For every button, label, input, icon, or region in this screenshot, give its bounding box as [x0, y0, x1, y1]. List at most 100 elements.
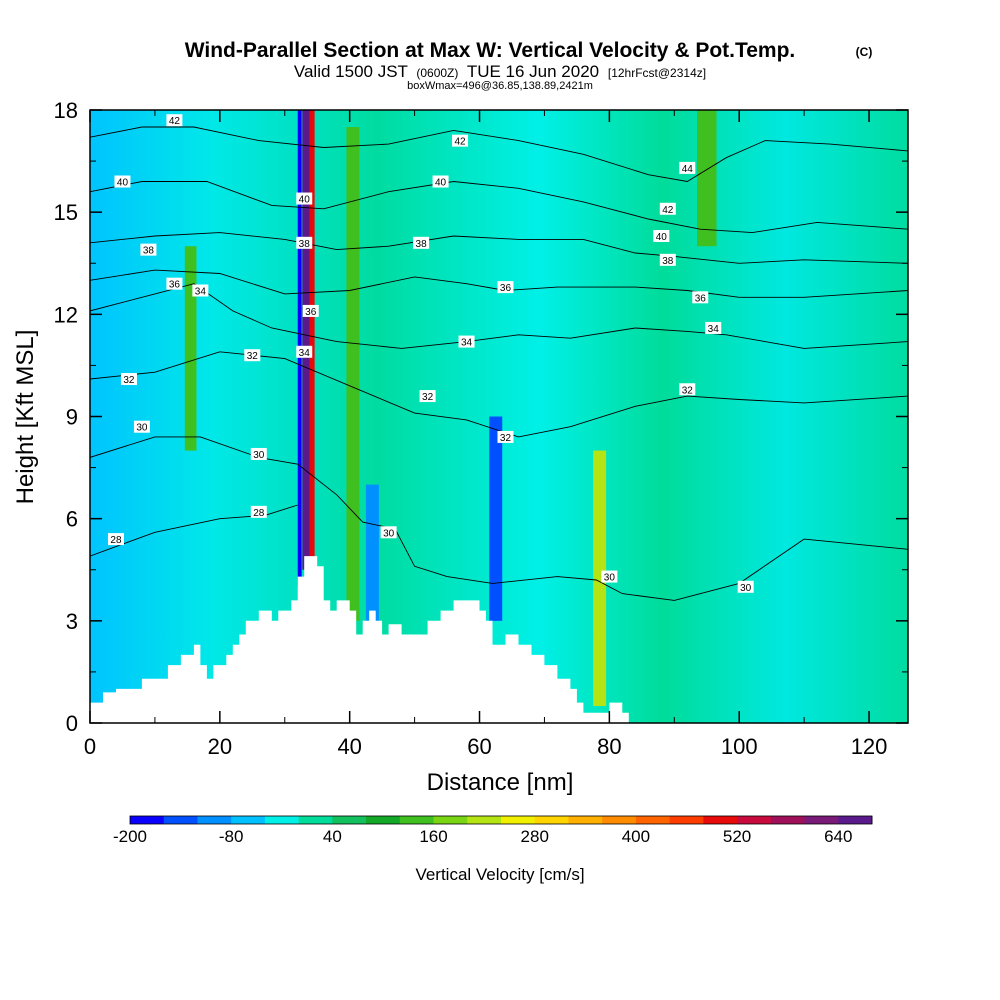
colorbar-tick: 40: [323, 827, 342, 846]
svg-text:44: 44: [682, 164, 694, 175]
contour-label-10: 28: [250, 505, 267, 519]
contour-label-11: 40: [296, 192, 313, 206]
svg-text:28: 28: [110, 535, 122, 546]
contour-label-3: 36: [166, 277, 183, 291]
svg-text:36: 36: [500, 283, 512, 294]
colorbar: [129, 815, 873, 825]
copyright-mark: (C): [856, 45, 873, 59]
x-tick-label: 20: [208, 734, 232, 759]
contour-label-22: 32: [497, 430, 514, 444]
svg-text:32: 32: [422, 392, 434, 403]
colorbar-swatch-4: [264, 816, 300, 824]
colorbar-swatch-20: [804, 816, 839, 824]
y-tick-label: 0: [66, 711, 78, 736]
colorbar-tick-labels: -200 -80 40 160 280 400 520 640: [113, 827, 852, 846]
svg-text:32: 32: [682, 385, 694, 396]
colorbar-swatch-1: [163, 816, 198, 824]
contour-label-9: 30: [250, 447, 267, 461]
x-tick-label: 40: [337, 734, 361, 759]
contour-label-25: 42: [659, 202, 676, 216]
contour-label-5: 32: [120, 373, 137, 386]
svg-text:40: 40: [117, 178, 129, 189]
colorbar-tick: 280: [521, 827, 549, 846]
svg-text:34: 34: [195, 286, 207, 297]
contour-label-6: 30: [133, 420, 150, 434]
y-tick-label: 12: [54, 302, 78, 327]
svg-text:32: 32: [247, 351, 259, 362]
svg-text:30: 30: [740, 583, 752, 594]
contour-label-18: 38: [413, 236, 430, 250]
colorbar-swatch-3: [231, 816, 266, 824]
contour-label-21: 32: [419, 390, 436, 403]
colorbar-swatch-0: [130, 816, 165, 824]
contour-labels: 42 40 38 36 34 32 30 28 32 30 28 40 38 36 34 30 42 40 38 36…: [107, 114, 754, 594]
svg-text:42: 42: [169, 116, 181, 127]
contour-label-8: 32: [244, 349, 261, 362]
contour-label-24: 44: [679, 161, 696, 175]
x-tick-label: 120: [851, 734, 888, 759]
contour-label-19: 36: [497, 281, 514, 294]
colorbar-tick: -80: [219, 827, 244, 846]
colorbar-swatch-15: [635, 816, 671, 824]
contour-label-12: 38: [296, 236, 313, 250]
colorbar-tick: 400: [622, 827, 650, 846]
contour-label-16: 42: [452, 134, 469, 148]
colorbar-tick: 640: [824, 827, 852, 846]
svg-text:32: 32: [500, 433, 512, 444]
forecast-info: [12hrFcst@2314z]: [608, 66, 706, 80]
plot-area: 42 40 38 36 34 32 30 28 32 30 28 40 38 36 34 30 42 40 38 36…: [90, 110, 908, 723]
w-feature-4: [593, 450, 607, 706]
contour-label-2: 38: [140, 243, 157, 257]
svg-text:38: 38: [299, 239, 311, 250]
colorbar-tick: -200: [113, 827, 147, 846]
svg-text:34: 34: [461, 338, 473, 349]
svg-text:34: 34: [708, 324, 720, 335]
x-axis-title: Distance [nm]: [427, 769, 574, 796]
y-tick-label: 6: [66, 507, 78, 532]
valid-prefix: Valid 1500 JST: [294, 62, 408, 81]
svg-text:30: 30: [604, 573, 616, 584]
svg-text:34: 34: [299, 348, 311, 359]
colorbar-swatch-11: [501, 816, 536, 824]
valid-utc: (0600Z): [416, 66, 458, 80]
theta-contour-32: [90, 351, 908, 438]
svg-text:36: 36: [695, 293, 707, 304]
valid-date: TUE 16 Jun 2020: [467, 62, 599, 81]
svg-text:40: 40: [435, 178, 447, 189]
x-tick-label: 0: [84, 734, 96, 759]
colorbar-swatch-17: [703, 816, 738, 824]
x-tick-label: 80: [597, 734, 621, 759]
contour-label-1: 40: [114, 175, 131, 189]
contour-label-7: 28: [107, 533, 124, 546]
x-tick-label: 100: [721, 734, 758, 759]
colorbar-swatch-19: [770, 816, 806, 824]
contour-label-27: 38: [659, 253, 676, 267]
box-info: boxWmax=496@36.85,138.89,2421m: [407, 80, 593, 92]
theta-contour-36: [90, 269, 908, 298]
contour-label-29: 34: [705, 321, 722, 335]
y-tick-label: 18: [54, 98, 78, 123]
contour-label-30: 32: [679, 383, 696, 396]
terrain: [90, 556, 629, 723]
colorbar-swatch-6: [332, 816, 367, 824]
colorbar-swatch-10: [467, 816, 502, 824]
svg-text:36: 36: [169, 280, 181, 291]
svg-text:38: 38: [416, 239, 428, 250]
svg-text:30: 30: [383, 528, 395, 539]
colorbar-tick: 520: [723, 827, 751, 846]
colorbar-swatch-2: [197, 816, 232, 824]
colorbar-swatch-16: [669, 816, 704, 824]
theta-contour-42: [90, 126, 908, 182]
theta-contour-38: [90, 232, 908, 264]
svg-text:38: 38: [143, 246, 155, 257]
colorbar-swatch-12: [534, 816, 569, 824]
svg-text:40: 40: [656, 232, 668, 243]
svg-text:28: 28: [253, 508, 265, 519]
contour-label-0: 42: [166, 114, 183, 127]
contour-label-4: 34: [192, 284, 209, 297]
y-tick-label: 15: [54, 200, 78, 225]
colorbar-title: Vertical Velocity [cm/s]: [415, 865, 584, 884]
w-feature-0: [302, 110, 313, 570]
